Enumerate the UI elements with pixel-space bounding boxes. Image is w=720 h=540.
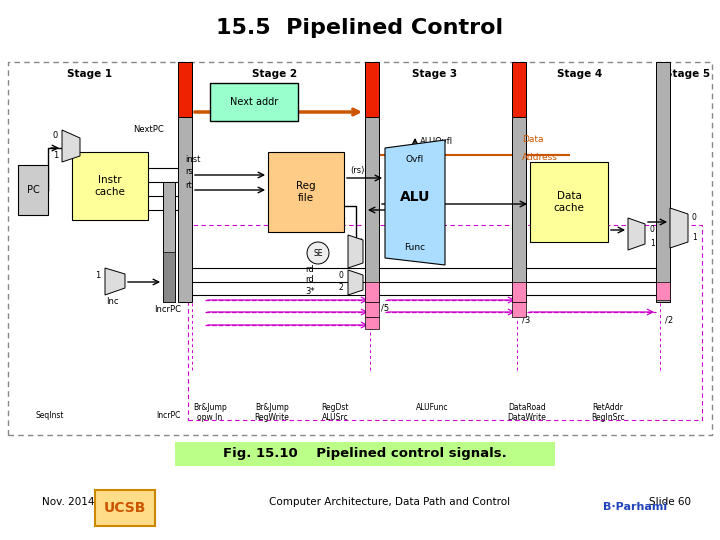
Text: Computer Architecture, Data Path and Control: Computer Architecture, Data Path and Con… xyxy=(269,497,510,507)
Polygon shape xyxy=(385,140,445,265)
Text: /3: /3 xyxy=(522,315,530,325)
Text: RetAddr: RetAddr xyxy=(593,403,624,413)
Bar xyxy=(8,62,712,435)
Polygon shape xyxy=(348,235,363,268)
Text: 1: 1 xyxy=(650,239,654,247)
Text: 2: 2 xyxy=(338,284,343,293)
Text: rs: rs xyxy=(185,167,193,177)
Text: Nov. 2014: Nov. 2014 xyxy=(42,497,94,507)
Text: (rs): (rs) xyxy=(350,165,364,174)
Text: 0: 0 xyxy=(650,226,655,234)
Bar xyxy=(163,182,175,302)
Bar xyxy=(365,282,379,302)
Text: (rt): (rt) xyxy=(350,239,364,247)
Text: UCSB: UCSB xyxy=(104,501,146,515)
Bar xyxy=(656,62,670,302)
Bar xyxy=(188,225,702,420)
Text: ALUOvfl: ALUOvfl xyxy=(420,138,453,146)
Bar xyxy=(178,62,192,117)
Bar xyxy=(72,152,148,220)
Text: rt: rt xyxy=(185,181,192,191)
Text: Stage 3: Stage 3 xyxy=(413,69,458,79)
Text: Fig. 15.10    Pipelined control signals.: Fig. 15.10 Pipelined control signals. xyxy=(223,448,507,461)
Bar xyxy=(512,62,526,302)
Text: B·Parhami: B·Parhami xyxy=(603,502,667,512)
Text: Br&Jump: Br&Jump xyxy=(193,403,227,413)
Polygon shape xyxy=(348,270,363,295)
Bar xyxy=(210,83,298,121)
Text: Reg
file: Reg file xyxy=(296,181,316,203)
Bar xyxy=(163,252,175,302)
Text: Slide 60: Slide 60 xyxy=(649,497,691,507)
Text: Stage 1: Stage 1 xyxy=(68,69,112,79)
Polygon shape xyxy=(628,218,645,250)
Text: opw In: opw In xyxy=(197,414,222,422)
Text: DataWrite: DataWrite xyxy=(508,414,546,422)
Text: 1: 1 xyxy=(53,152,58,160)
Text: /5: /5 xyxy=(381,303,389,313)
Text: 3*: 3* xyxy=(305,287,315,296)
Polygon shape xyxy=(670,208,688,248)
Text: SeqInst: SeqInst xyxy=(36,410,64,420)
Bar xyxy=(365,317,379,329)
Text: imm: imm xyxy=(281,209,300,218)
Text: ALU: ALU xyxy=(400,190,430,204)
Bar xyxy=(178,62,192,302)
Text: PC: PC xyxy=(27,185,40,195)
Text: 0: 0 xyxy=(338,272,343,280)
Text: Data
cache: Data cache xyxy=(554,191,585,213)
Text: 0: 0 xyxy=(692,213,697,222)
Bar xyxy=(365,62,379,117)
Text: RegInSrc: RegInSrc xyxy=(591,414,625,422)
Bar xyxy=(512,62,526,117)
Text: 1: 1 xyxy=(692,233,697,242)
Text: 15.5  Pipelined Control: 15.5 Pipelined Control xyxy=(217,18,503,38)
Text: 1: 1 xyxy=(95,271,100,280)
Bar xyxy=(268,152,344,232)
Text: Next addr: Next addr xyxy=(230,97,278,107)
Text: DataRoad: DataRoad xyxy=(508,403,546,413)
Text: Ovfl: Ovfl xyxy=(406,156,424,165)
Text: rd: rd xyxy=(305,275,314,285)
Text: IncrPC: IncrPC xyxy=(156,410,180,420)
Text: rd: rd xyxy=(305,266,314,274)
Text: IncrPC: IncrPC xyxy=(155,306,181,314)
Bar xyxy=(512,282,526,302)
Circle shape xyxy=(307,242,329,264)
Text: NextPC: NextPC xyxy=(132,125,163,134)
Polygon shape xyxy=(62,130,80,162)
Bar xyxy=(656,282,670,300)
Bar xyxy=(512,302,526,317)
Bar xyxy=(365,302,379,317)
Polygon shape xyxy=(105,268,125,295)
Text: /2: /2 xyxy=(665,315,673,325)
Text: RegWrite: RegWrite xyxy=(255,414,289,422)
Bar xyxy=(18,165,48,215)
Text: RegDst: RegDst xyxy=(321,403,348,413)
Text: Stage 2: Stage 2 xyxy=(253,69,297,79)
Bar xyxy=(365,62,379,302)
Bar xyxy=(175,442,555,466)
Text: Stage 4: Stage 4 xyxy=(557,69,603,79)
Text: ALUSrc: ALUSrc xyxy=(322,414,348,422)
Text: Data: Data xyxy=(522,136,544,145)
Bar xyxy=(95,490,155,526)
Bar xyxy=(530,162,608,242)
Text: Stage 5: Stage 5 xyxy=(665,69,711,79)
Text: SE: SE xyxy=(313,248,323,258)
Text: 0: 0 xyxy=(53,132,58,140)
Text: Instr
cache: Instr cache xyxy=(94,175,125,197)
Text: Inc: Inc xyxy=(106,298,118,307)
Text: Br&Jump: Br&Jump xyxy=(255,403,289,413)
Text: Address: Address xyxy=(522,153,558,163)
Text: Func: Func xyxy=(405,244,426,253)
Text: ALUFunc: ALUFunc xyxy=(415,403,449,413)
Text: inst: inst xyxy=(185,156,200,165)
